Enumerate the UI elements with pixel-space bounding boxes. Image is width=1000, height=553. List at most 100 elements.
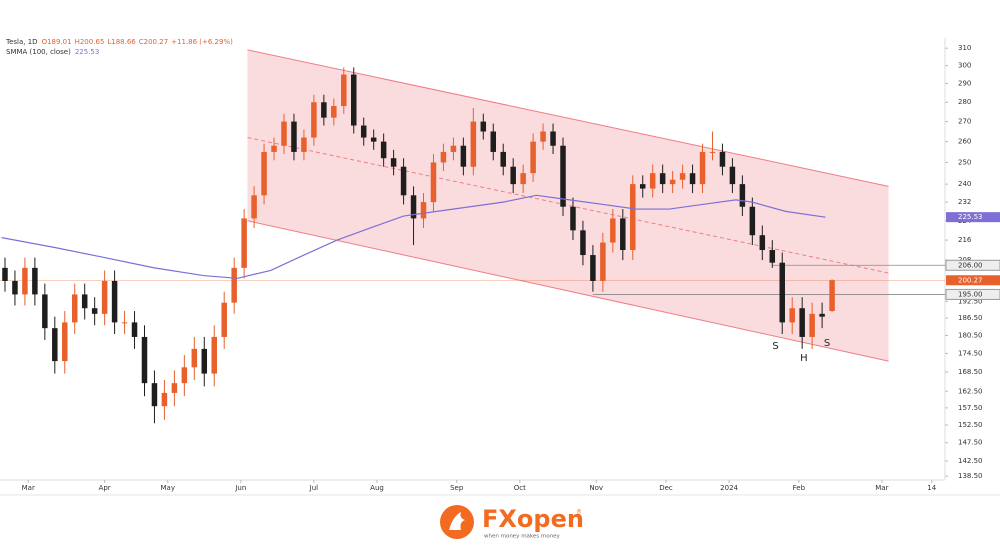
candle-body — [211, 336, 217, 374]
candle-body — [520, 173, 526, 185]
legend-value: H200.65 — [75, 38, 105, 46]
candle-body — [141, 336, 148, 384]
level-label: 206.00 — [958, 261, 983, 269]
candle-body — [42, 294, 48, 329]
x-tick-label: Jun — [234, 484, 246, 492]
indicator-label: SMMA (100, close) — [6, 48, 71, 56]
indicator-box — [946, 212, 1000, 223]
candle-body — [191, 348, 198, 368]
x-tick-label: Apr — [99, 484, 111, 492]
pattern-label: S — [772, 341, 778, 352]
y-tick-label: 186.50 — [958, 314, 983, 322]
candle-body — [91, 308, 98, 314]
candle-body — [480, 121, 487, 132]
y-tick-label: 290 — [958, 80, 971, 88]
candle-body — [649, 173, 656, 189]
indicator-value: 225.53 — [75, 48, 100, 56]
candle-body — [291, 121, 297, 152]
legend-value: O189.01 — [42, 38, 72, 46]
candle-body — [709, 151, 716, 153]
candle-body — [679, 173, 686, 180]
y-tick-label: 192.50 — [958, 297, 983, 305]
last-price-box — [946, 275, 1000, 286]
candle-body — [360, 125, 367, 138]
candle-body — [321, 102, 327, 118]
candle-body — [819, 313, 825, 317]
candle-body — [550, 131, 556, 146]
candle-body — [450, 145, 457, 152]
candle-body — [221, 302, 227, 337]
y-tick-label: 270 — [958, 118, 971, 126]
candle-body — [749, 206, 756, 236]
legend-value: +11.86 (+6.29%) — [171, 38, 233, 46]
channel-area — [247, 49, 889, 362]
candle-body — [490, 131, 497, 152]
y-tick-label: 157.50 — [958, 404, 983, 412]
candle-body — [420, 202, 427, 219]
candle-body — [101, 280, 108, 314]
candle-body — [470, 121, 477, 167]
plot: S H S — [0, 49, 945, 424]
candle-body — [62, 322, 68, 362]
candle-body — [71, 294, 78, 323]
candle-body — [331, 106, 337, 118]
candle-body — [201, 348, 208, 374]
candle-body — [52, 328, 58, 362]
sma-line — [1, 194, 826, 279]
candle-body — [590, 255, 596, 281]
logo-tagline: when money makes money — [484, 534, 561, 540]
y-tick-label: 232 — [958, 198, 971, 206]
candle-body — [241, 218, 247, 268]
y-tick-label: 260 — [958, 138, 971, 146]
level-label-box — [945, 288, 1000, 300]
candle-body — [630, 184, 636, 251]
x-tick-label: Sep — [450, 484, 464, 492]
y-tick-label: 147.50 — [958, 439, 983, 447]
indicator-box-label: 225.53 — [958, 213, 983, 221]
y-tick-label: 250 — [958, 158, 971, 166]
y-tick-label: 180.50 — [958, 331, 983, 339]
last-price-label: 200.27 — [958, 276, 983, 284]
candle-body — [301, 137, 307, 152]
x-tick-label: Mar — [875, 484, 888, 492]
channel-upper — [247, 49, 889, 187]
candle-body — [620, 218, 626, 251]
candle-body — [121, 322, 128, 324]
y-tick-label: 174.50 — [958, 349, 983, 357]
legend-value: C200.27 — [139, 38, 168, 46]
candle-body — [281, 121, 287, 146]
candle-body — [769, 250, 776, 263]
candle-body — [161, 392, 168, 407]
candle-body — [311, 102, 317, 138]
x-tick-label: Jul — [309, 484, 319, 492]
candle-body — [111, 280, 118, 323]
x-tick-label: Aug — [370, 484, 384, 492]
legend-title: Tesla, 1D — [5, 38, 38, 46]
candle-body — [151, 383, 158, 407]
candle-body — [739, 184, 746, 207]
candle-body — [580, 230, 586, 256]
candle-body — [380, 141, 387, 159]
logo-registered: ® — [576, 509, 582, 516]
x-tick-label: Dec — [659, 484, 673, 492]
candle-body — [390, 158, 397, 167]
y-tick-label: 300 — [958, 62, 971, 70]
x-tick-label: Nov — [589, 484, 603, 492]
candle-body — [600, 242, 606, 281]
y-tick-label: 138.50 — [958, 472, 983, 480]
candle-body — [639, 184, 646, 189]
x-tick-label: May — [160, 484, 174, 492]
candle-body — [440, 151, 447, 163]
candle-body — [799, 308, 805, 337]
candle-body — [560, 145, 566, 207]
candle-body — [410, 195, 417, 219]
y-tick-label: 280 — [958, 98, 971, 106]
candle-body — [131, 322, 138, 337]
y-tick-label: 152.50 — [958, 421, 983, 429]
y-tick-label: 240 — [958, 180, 971, 188]
candle-body — [719, 151, 726, 167]
candle-body — [510, 166, 516, 185]
logo-text: FXopen — [482, 505, 584, 533]
x-tick-label: Feb — [793, 484, 806, 492]
candle-body — [610, 218, 616, 243]
